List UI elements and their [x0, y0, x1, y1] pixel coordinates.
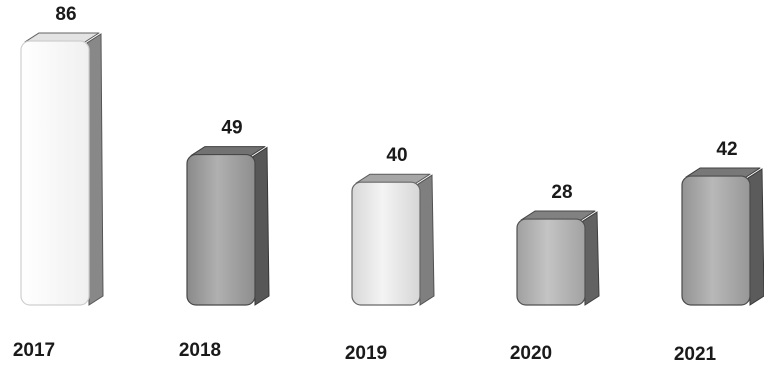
bar-2021 — [681, 167, 764, 306]
bar-2018 — [186, 146, 270, 306]
bar-front-face-2018 — [186, 153, 256, 306]
value-labels-layer: 86 49 40 28 42 — [55, 4, 737, 203]
x-tick-label-2021: 2021 — [674, 344, 717, 365]
x-axis-tick-labels: 2017 2018 2019 2020 2021 — [13, 340, 717, 365]
data-label-2021: 42 — [716, 139, 737, 160]
bars-layer — [20, 32, 764, 306]
bar-front-face-2017 — [20, 40, 90, 306]
x-tick-label-2019: 2019 — [345, 343, 387, 364]
x-tick-label-2020: 2020 — [510, 343, 552, 364]
bar-2017 — [20, 32, 104, 306]
data-label-2017: 86 — [55, 4, 76, 25]
data-label-2018: 49 — [221, 118, 242, 139]
x-tick-label-2018: 2018 — [179, 340, 221, 361]
bar-front-face-2021 — [681, 175, 751, 306]
data-label-2019: 40 — [386, 145, 407, 166]
bar-2020 — [516, 210, 600, 306]
data-label-2020: 28 — [551, 182, 572, 203]
bar-front-face-2019 — [351, 181, 421, 306]
bar-front-face-2020 — [516, 218, 586, 306]
bar-2019 — [351, 173, 435, 306]
x-tick-label-2017: 2017 — [13, 340, 55, 361]
